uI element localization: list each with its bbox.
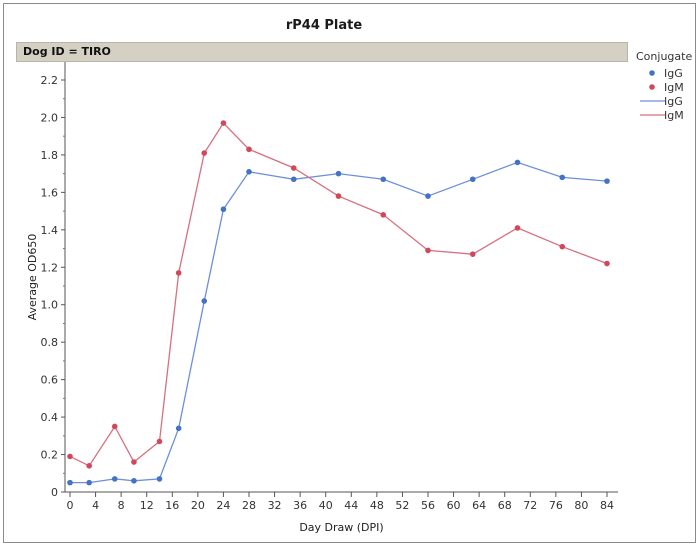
data-point (220, 120, 227, 126)
data-point (67, 453, 73, 460)
x-tick-label: 8 (118, 499, 125, 512)
data-point (290, 165, 297, 171)
x-tick-label: 16 (165, 499, 179, 512)
y-ticks: 0 0.2 0.4 0.6 0.8 1.0 1.2 1.4 1.6 1.8 2.0 2.2 (41, 74, 65, 499)
y-tick-label: 2.0 (41, 111, 59, 124)
data-point (425, 193, 431, 199)
x-tick-label: 60 (447, 499, 461, 512)
legend-label: IgM (664, 81, 684, 94)
x-tick-label: 4 (92, 499, 99, 512)
axes: 00.20.40.60.81.01.21.41.61.82.02.2 0 4 8 12… (26, 62, 618, 534)
data-point (335, 193, 342, 199)
data-point (604, 178, 610, 184)
x-tick-label: 44 (344, 499, 358, 512)
legend-item: IgG (640, 95, 683, 108)
x-tick-label: 20 (191, 499, 205, 512)
data-point (559, 243, 566, 250)
data-point (380, 176, 387, 183)
data-point (335, 170, 342, 177)
x-tick-label: 80 (574, 499, 588, 512)
y-tick-label: 1.2 (41, 261, 59, 274)
x-tick-label: 0 (67, 499, 74, 512)
y-tick-label: 0.4 (41, 411, 59, 424)
x-ticks: 0 4 8 12 16 20 24 28 32 36 40 44 48 52 56 60 64 68 72 76 80 8… (67, 492, 614, 512)
x-tick-label: 56 (421, 499, 435, 512)
data-point (111, 423, 118, 430)
y-tick-label: 0 (51, 486, 58, 499)
x-tick-label: 40 (319, 499, 333, 512)
y-tick-label: 0.8 (41, 336, 59, 349)
x-tick-label: 28 (242, 499, 256, 512)
y-axis-title: Average OD650 (26, 234, 39, 321)
legend-marker (649, 84, 655, 90)
x-tick-label: 68 (498, 499, 512, 512)
data-point (380, 212, 387, 218)
legend-label: IgM (664, 109, 684, 122)
legend-marker (649, 70, 655, 76)
data-point (290, 176, 297, 183)
x-axis-title: Day Draw (DPI) (299, 521, 383, 534)
legend-item: IgG (649, 67, 683, 80)
data-point (425, 247, 431, 254)
data-point (469, 176, 476, 183)
data-point (111, 476, 118, 482)
data-point (67, 479, 73, 486)
data-point (131, 459, 137, 465)
y-tick-label: 0.2 (41, 449, 59, 462)
x-tick-label: 64 (472, 499, 486, 512)
data-point (604, 260, 610, 267)
y-tick-label: 1.8 (41, 149, 59, 162)
data-point (201, 298, 208, 304)
x-tick-label: 12 (140, 499, 154, 512)
series-igm (67, 120, 610, 469)
legend-label: IgG (664, 95, 683, 108)
y-tick-label: 1.4 (41, 224, 59, 237)
x-tick-label: 72 (523, 499, 537, 512)
data-point (246, 168, 252, 175)
y-tick-label: 1.6 (41, 186, 59, 199)
x-tick-label: 48 (370, 499, 384, 512)
data-point (175, 270, 182, 276)
chart-title: rP44 Plate (285, 18, 363, 33)
x-tick-label: 52 (395, 499, 409, 512)
group-header: Dog ID = TIRO (16, 42, 628, 62)
chart-frame: rP44 Plate Dog ID = TIRO (3, 3, 696, 543)
y-tick-label: 0.6 (41, 374, 59, 387)
x-tick-label: 76 (549, 499, 563, 512)
data-point (201, 150, 208, 156)
data-point (175, 425, 182, 432)
data-point (559, 174, 566, 181)
x-tick-label: 84 (600, 499, 614, 512)
data-point (514, 159, 521, 166)
y-tick-label: 1.0 (41, 299, 59, 312)
legend-item: IgM (640, 109, 684, 122)
x-tick-label: 32 (268, 499, 282, 512)
data-point (86, 462, 92, 469)
data-point (246, 146, 252, 153)
data-point (131, 477, 137, 484)
data-point (156, 438, 163, 445)
legend-title: Conjugate (636, 50, 692, 63)
x-tick-label: 36 (293, 499, 307, 512)
data-point (156, 476, 163, 482)
legend-item: IgM (649, 81, 684, 94)
series-layer (67, 120, 610, 486)
data-point (220, 206, 227, 213)
data-point (86, 479, 92, 486)
data-point (514, 225, 521, 231)
series-line (70, 161, 608, 484)
series-igg (67, 159, 610, 486)
x-tick-label: 24 (216, 499, 230, 512)
legend-label: IgG (664, 67, 683, 80)
data-point (469, 251, 476, 257)
y-tick-label: 2.2 (41, 74, 59, 87)
